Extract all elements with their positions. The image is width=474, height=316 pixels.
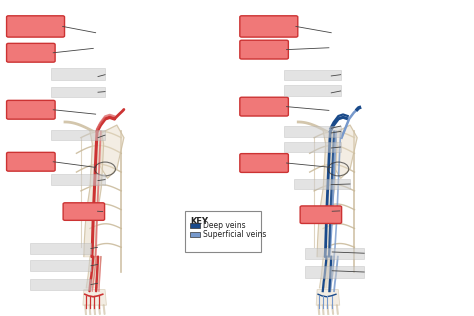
- FancyBboxPatch shape: [240, 16, 298, 37]
- FancyBboxPatch shape: [63, 203, 105, 220]
- FancyBboxPatch shape: [240, 40, 288, 59]
- Bar: [30, 260, 91, 271]
- Polygon shape: [83, 289, 107, 305]
- Polygon shape: [317, 131, 337, 257]
- Bar: [51, 69, 105, 80]
- Bar: [51, 174, 105, 185]
- Bar: [284, 126, 341, 137]
- Bar: [190, 232, 200, 237]
- Bar: [30, 243, 91, 254]
- FancyBboxPatch shape: [240, 154, 288, 173]
- Bar: [30, 279, 91, 290]
- Polygon shape: [316, 289, 340, 305]
- Bar: [284, 85, 341, 96]
- Polygon shape: [98, 125, 124, 178]
- Bar: [284, 142, 341, 152]
- Bar: [305, 266, 364, 278]
- FancyBboxPatch shape: [240, 97, 288, 116]
- Text: Deep veins: Deep veins: [203, 221, 246, 229]
- Text: Superficial veins: Superficial veins: [203, 230, 266, 239]
- FancyBboxPatch shape: [7, 152, 55, 171]
- FancyBboxPatch shape: [7, 16, 64, 37]
- Text: KEY: KEY: [190, 217, 208, 226]
- FancyBboxPatch shape: [7, 43, 55, 62]
- Polygon shape: [331, 125, 357, 178]
- Bar: [284, 70, 341, 80]
- Bar: [293, 179, 350, 189]
- Polygon shape: [324, 257, 335, 288]
- Bar: [185, 211, 261, 252]
- Bar: [190, 222, 200, 228]
- Bar: [51, 87, 105, 97]
- Polygon shape: [91, 257, 101, 288]
- FancyBboxPatch shape: [300, 206, 342, 223]
- Polygon shape: [86, 257, 97, 288]
- Bar: [51, 130, 105, 140]
- FancyBboxPatch shape: [7, 100, 55, 119]
- Bar: [305, 247, 364, 259]
- Polygon shape: [84, 131, 104, 257]
- Polygon shape: [319, 257, 330, 288]
